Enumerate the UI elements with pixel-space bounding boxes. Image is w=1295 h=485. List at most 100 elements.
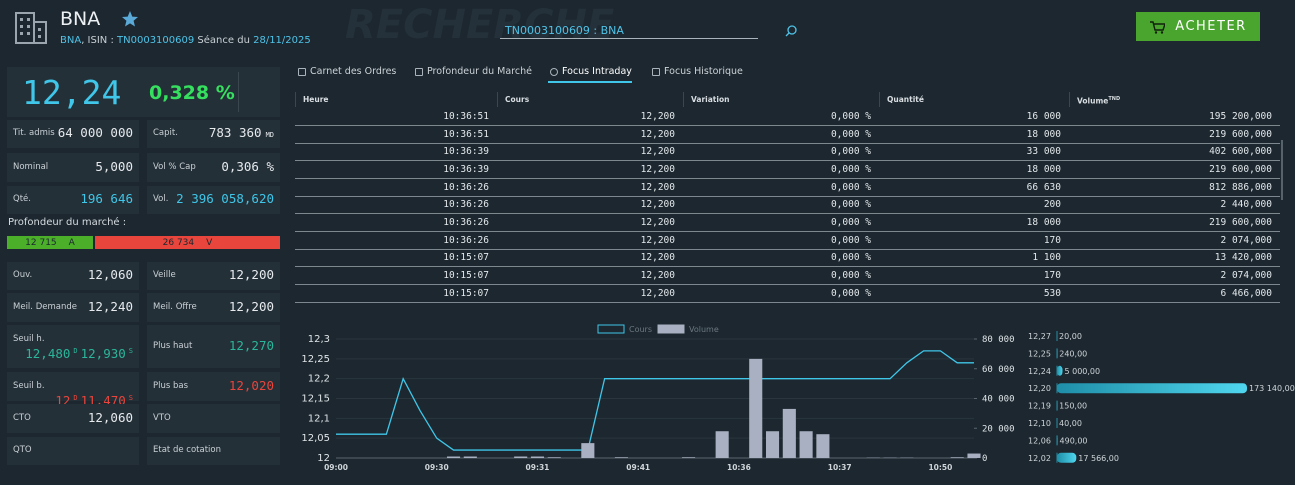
cell: 170 <box>1043 234 1061 246</box>
last-price: 12,24 <box>22 73 122 112</box>
x-tick-label: 10:37 <box>828 463 852 472</box>
volume-bar <box>950 457 964 458</box>
y2-tick-label: 40 000 <box>982 395 1015 405</box>
y2-tick-label: 20 000 <box>982 424 1015 434</box>
cell: 530 <box>1043 287 1061 299</box>
stat-value: 12,200 <box>229 299 274 314</box>
volume-bar <box>547 457 561 458</box>
stat-cell: Meil. Demande 12,240 <box>7 293 139 322</box>
depth-label: 26 734 <box>162 237 195 248</box>
cell: 12,200 <box>640 216 675 228</box>
value: 12,060 <box>87 267 133 282</box>
legend-swatch <box>597 324 625 334</box>
sup: D <box>73 346 78 355</box>
value: 5,000 <box>95 158 133 174</box>
cell: 10:36:39 <box>443 163 489 175</box>
price-level: 12,27 <box>1028 332 1051 341</box>
row-border <box>295 142 1280 144</box>
level-value: 20,00 <box>1059 332 1082 341</box>
value: 12,200 <box>228 267 274 282</box>
stat-value: 2 396 058,620 <box>176 191 274 206</box>
volume-bar <box>530 456 545 458</box>
buy-label: ACHETER <box>1175 19 1247 34</box>
volume-bar <box>682 457 696 458</box>
column-header: Heure <box>295 92 497 107</box>
stat-label: Nominal <box>13 161 49 172</box>
cell: 219 600,000 <box>1209 216 1272 228</box>
cell: 2 074,000 <box>1220 234 1272 246</box>
level-value: 17 566,00 <box>1078 454 1119 463</box>
row-border <box>295 266 1280 268</box>
search-input[interactable]: TN0003100609 : BNA <box>500 24 758 39</box>
row-border <box>295 160 1280 162</box>
cell: 12,200 <box>640 234 675 246</box>
cell: 12,200 <box>640 128 675 140</box>
row-border <box>295 248 1280 250</box>
stat-value: 12,060 <box>88 410 133 425</box>
x-tick-label: 09:31 <box>526 463 550 472</box>
x-tick-label: 10:36 <box>727 463 751 472</box>
cell: 12,200 <box>640 269 675 281</box>
price-line <box>336 350 974 451</box>
stat-value: 12,480 D 12,930 S <box>25 346 133 361</box>
tab[interactable]: Focus Historique <box>664 66 743 77</box>
cell: 10:36:26 <box>443 234 489 246</box>
y-tick-label: 12,15 <box>301 394 330 405</box>
title: BNA <box>60 8 101 30</box>
stat-cell: Qté. 196 646 <box>7 186 139 214</box>
cell: 812 886,000 <box>1209 181 1272 193</box>
stat-value: 12,270 <box>229 338 274 353</box>
stat-cell: Vol % Cap 0,306 % <box>147 153 280 182</box>
cell: 16 000 <box>1026 111 1061 122</box>
cell: 12,200 <box>640 199 675 211</box>
y2-tick-label: 60 000 <box>982 365 1015 375</box>
sup: D <box>73 393 78 402</box>
cell: 200 <box>1043 199 1061 211</box>
price-level: 12,20 <box>1028 384 1051 393</box>
buy-button[interactable]: ACHETER <box>1136 12 1260 41</box>
stat-label: Meil. Demande <box>13 301 77 312</box>
cell: 219 600,000 <box>1209 163 1272 175</box>
price-change: 0,328 % <box>149 82 235 104</box>
cell: 12,200 <box>640 181 675 193</box>
scrollbar <box>1281 140 1283 200</box>
cell: 10:36:26 <box>443 216 489 228</box>
tab[interactable]: Carnet des Ordres <box>310 66 397 77</box>
unit: MD <box>265 131 274 139</box>
price-level: 12,02 <box>1028 454 1051 463</box>
depth-title: Profondeur du marché : <box>8 217 127 228</box>
column-header: Cours <box>497 92 683 107</box>
cell: 10:36:39 <box>443 146 489 158</box>
row-border <box>295 195 1280 197</box>
row-border <box>295 283 1280 285</box>
cell: 10:15:07 <box>443 287 489 299</box>
cell: 10:36:51 <box>443 128 489 140</box>
stat-value: 64 000 000 <box>58 125 133 140</box>
volume-bar <box>782 408 796 458</box>
volume-bar <box>765 431 780 458</box>
stat-value: 196 646 <box>80 191 133 206</box>
favorite-star[interactable] <box>121 10 139 28</box>
search-icon[interactable] <box>784 24 798 38</box>
stat-label: Plus bas <box>153 380 189 391</box>
divider <box>238 72 239 112</box>
volume-bar <box>514 456 528 458</box>
ticker: BNA <box>60 35 82 46</box>
price-level: 12,24 <box>1028 367 1051 376</box>
value: 12,270 <box>228 337 274 353</box>
tab[interactable]: Focus Intraday <box>562 66 632 77</box>
tab[interactable]: Profondeur du Marché <box>427 66 532 77</box>
stat-label: Seuil h. <box>13 334 45 344</box>
level-value: 240,00 <box>1059 349 1087 358</box>
stat-cell: Nominal 5,000 <box>7 153 139 182</box>
stat-cell: CTO 12,060 <box>7 404 139 433</box>
cell: 6 466,000 <box>1220 287 1272 299</box>
cell: 0,000 % <box>830 111 871 122</box>
stat-value: 783 360 MD <box>209 125 274 140</box>
cell: 0,000 % <box>830 287 871 299</box>
cell: 195 200,000 <box>1209 111 1272 122</box>
stat-cell: Etat de cotation <box>147 437 280 465</box>
depth-ask: 26 734 V <box>94 236 280 249</box>
stat-cell: Seuil b. 12 D 11,470 S <box>7 372 139 408</box>
volume-bar <box>581 443 595 458</box>
